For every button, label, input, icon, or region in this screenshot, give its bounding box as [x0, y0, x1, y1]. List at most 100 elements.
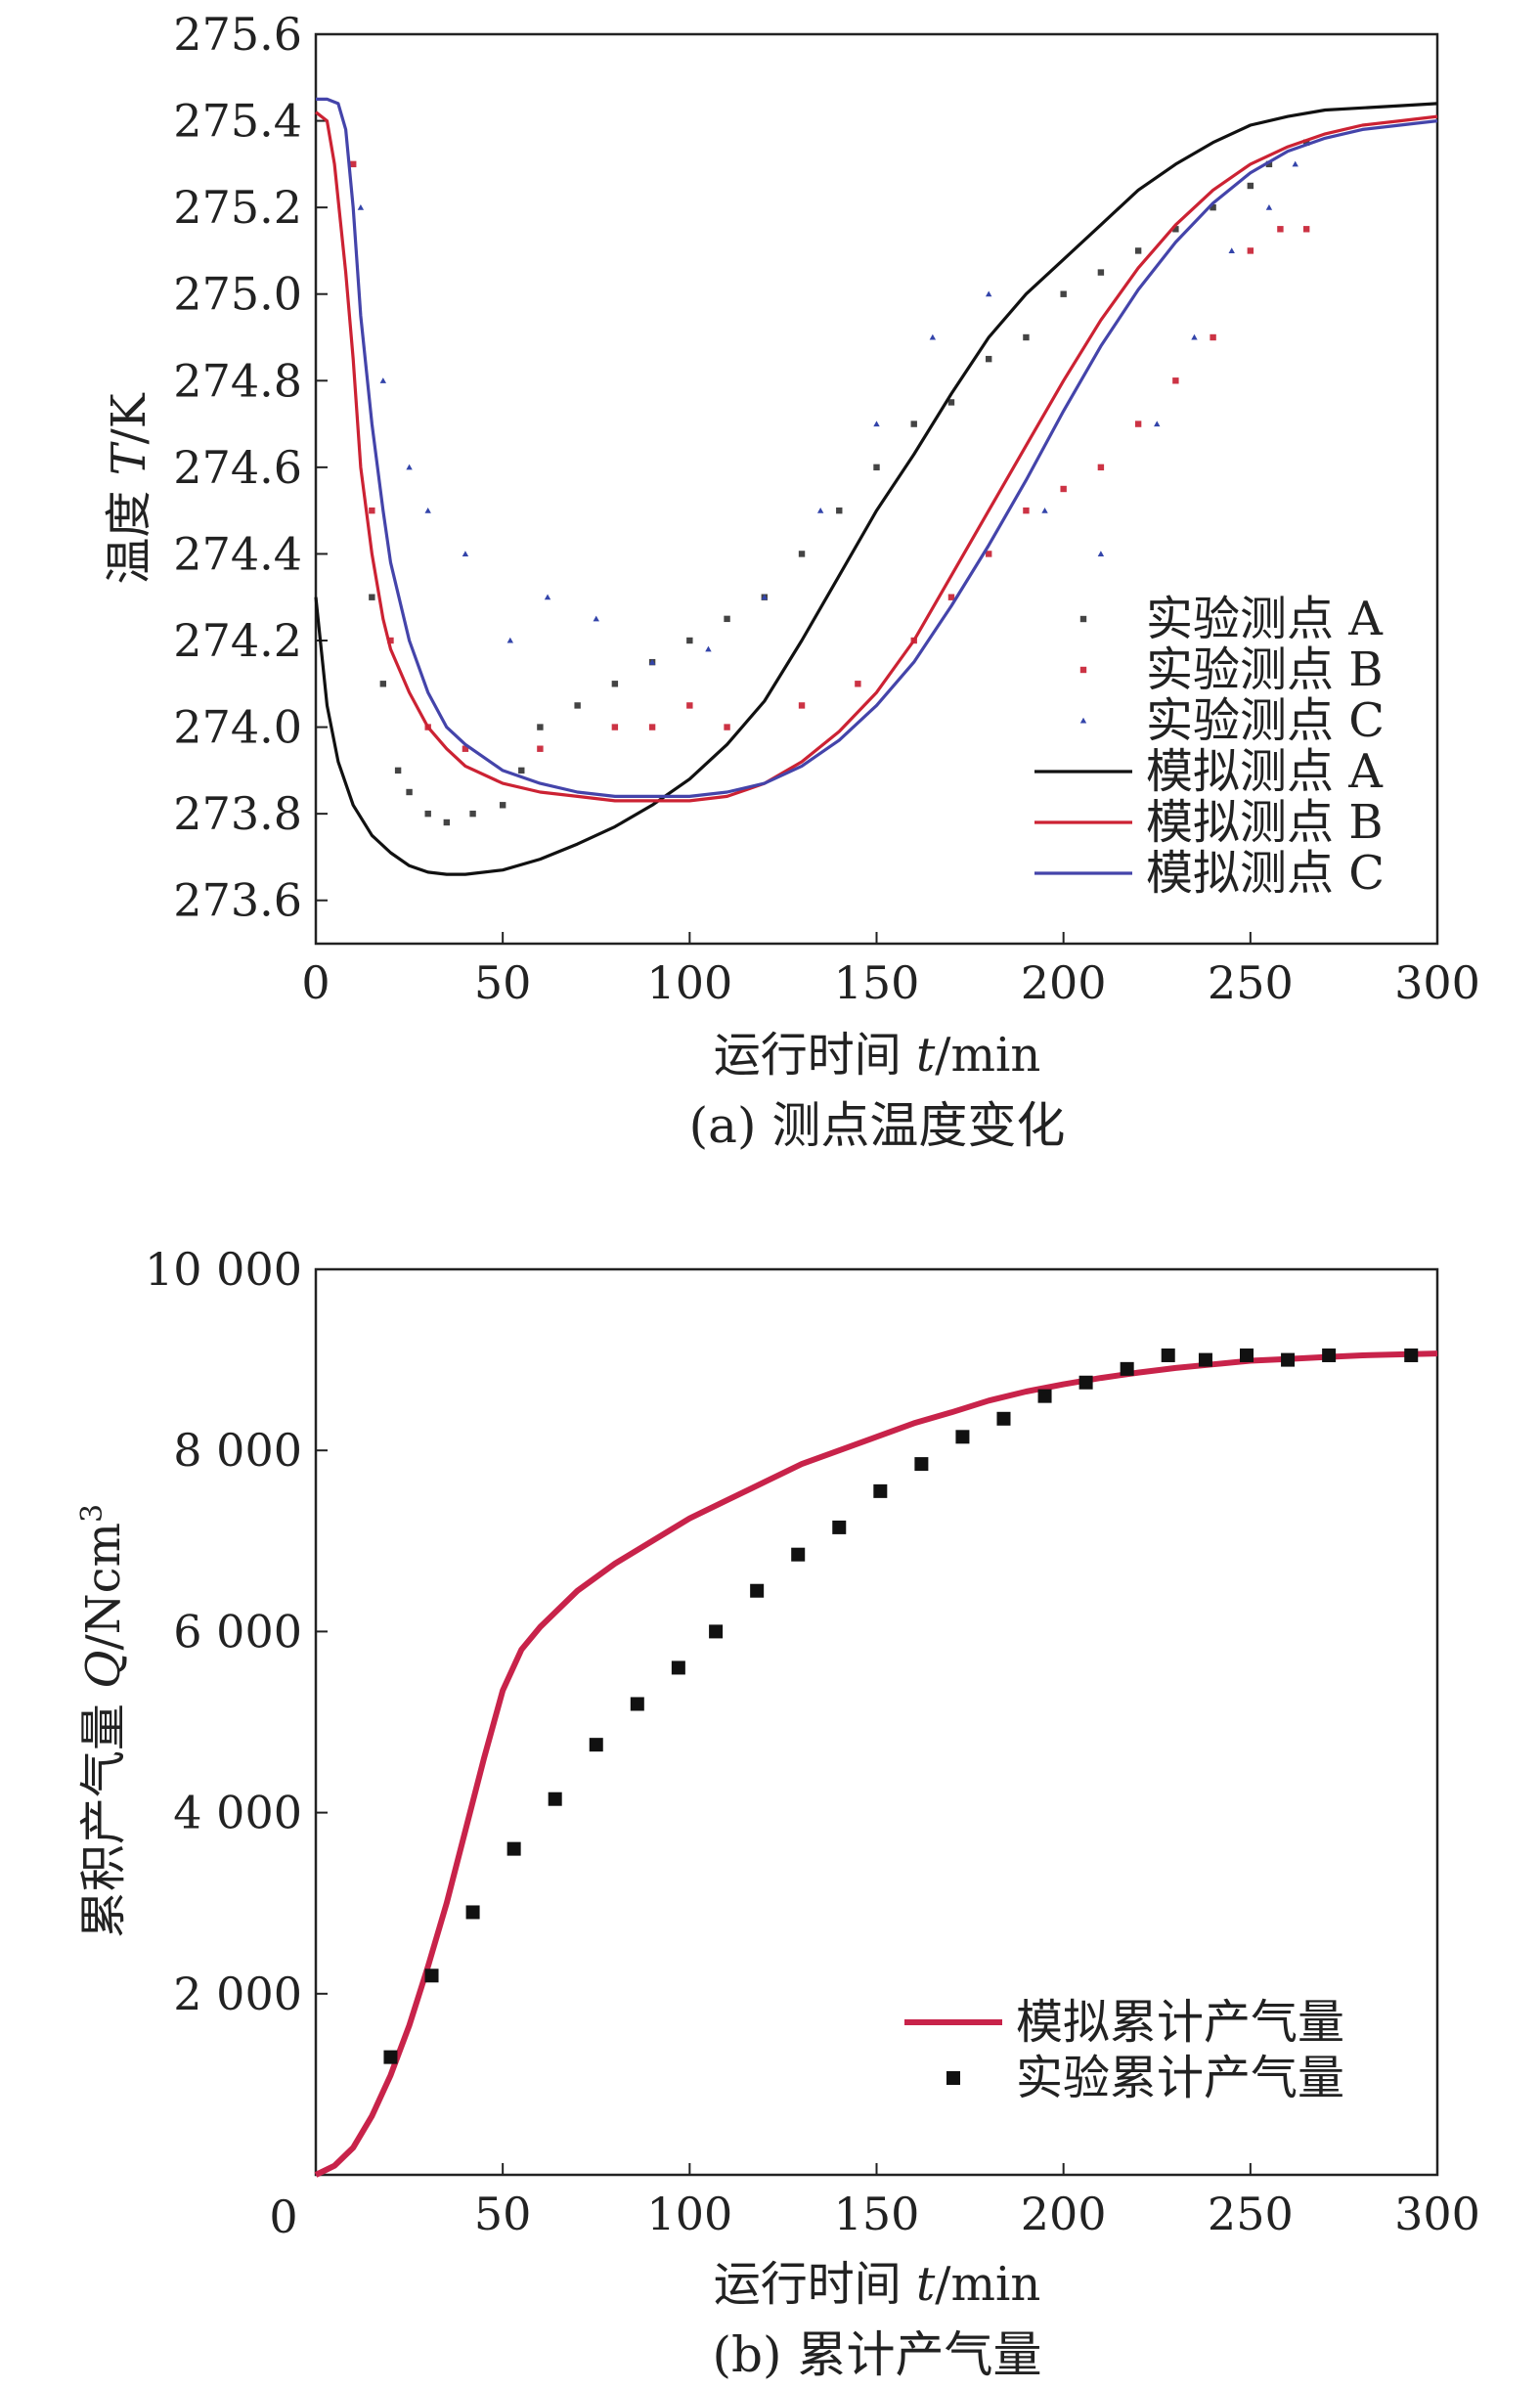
y-tick-label: 274.2 — [173, 614, 302, 667]
series-2-point — [1265, 203, 1273, 210]
series-1-point — [955, 1430, 970, 1444]
legend-marker-swatch — [1079, 666, 1087, 674]
legend-marker-swatch — [1079, 615, 1087, 623]
series-0-point — [469, 810, 476, 818]
series-2-point — [544, 594, 551, 600]
series-1-point — [1078, 1375, 1093, 1390]
x-tick-label: 100 — [646, 956, 732, 1009]
y-axis-label-b-text: 累积产气量 — [76, 1689, 131, 1938]
y-axis-label-b-sup: 3 — [75, 1504, 110, 1523]
y-tick-label: 8 000 — [173, 1424, 302, 1477]
y-axis-label-a-unit: /K — [102, 392, 156, 444]
series-0-point — [443, 818, 451, 826]
y-axis-label-b-var: Q — [76, 1651, 131, 1689]
x-tick-label: 250 — [1208, 2188, 1294, 2240]
series-1-point — [589, 1738, 603, 1752]
series-0-point — [1210, 203, 1216, 211]
series-1-point — [506, 1841, 521, 1856]
legend-marker-swatch — [946, 2071, 960, 2085]
series-2-point — [1097, 551, 1105, 556]
x-axis-label-b: 运行时间 t/min — [714, 2257, 1041, 2312]
y-tick-label: 2 000 — [173, 1968, 302, 2020]
series-0-point — [1247, 182, 1254, 190]
y-tick-label: 273.8 — [173, 787, 302, 840]
x-tick-label: 0 — [301, 956, 330, 1009]
y-tick-label: 274.8 — [173, 354, 302, 407]
series-2-point — [462, 551, 469, 556]
series-1-point — [798, 702, 806, 709]
series-0-point — [1060, 290, 1067, 297]
series-2-point — [648, 658, 656, 665]
series-1-point — [462, 745, 469, 752]
y-tick-label: 274.0 — [173, 701, 302, 754]
series-1-point — [383, 2050, 398, 2064]
legend-label: 模拟累计产气量 — [1016, 1995, 1344, 2050]
legend-label: 模拟测点 B — [1146, 795, 1384, 850]
series-3-line — [314, 102, 1438, 876]
x-tick-label: 250 — [1208, 956, 1294, 1009]
series-0-point — [1302, 139, 1310, 146]
series-1-point — [1240, 1348, 1254, 1362]
x-axis-label-a-unit: /min — [935, 1028, 1040, 1083]
series-2-point — [1191, 333, 1198, 340]
series-2-point — [379, 377, 387, 383]
y-tick-label: 275.6 — [173, 8, 302, 61]
series-1-point — [671, 1660, 685, 1675]
x-tick-label: 200 — [1021, 956, 1107, 1009]
series-1-point — [648, 724, 656, 730]
series-1-point — [855, 681, 861, 687]
series-0-point — [1265, 160, 1273, 168]
series-0-point — [379, 681, 387, 687]
series-0-point — [1023, 333, 1030, 341]
series-0-point — [798, 551, 806, 557]
series-1-point — [686, 702, 693, 709]
series-0-point — [686, 637, 693, 644]
series-2-point — [986, 290, 992, 297]
y-tick-label: 10 000 — [145, 1243, 302, 1296]
series-1-point — [1134, 420, 1142, 427]
series-1-point — [947, 594, 955, 600]
y-axis-label-a: 温度 T/K — [102, 392, 156, 584]
series-1-point — [996, 1411, 1011, 1426]
panel-b-cumulative-gas-chart: 0 2 000 4 000 6 000 8 000 10 000 50 100 150 200… — [75, 1243, 1480, 2383]
y-tick-label: 275.4 — [173, 95, 302, 148]
y-axis-ticks-b: 2 000 4 000 6 000 8 000 10 000 — [145, 1243, 328, 2020]
x-axis-ticks-b: 50 100 150 200 250 300 — [315, 2163, 1480, 2240]
series-2-point — [705, 645, 712, 652]
x-tick-label: 200 — [1021, 2188, 1107, 2240]
series-0-point — [394, 767, 402, 774]
y-tick-label: 4 000 — [173, 1787, 302, 1839]
x-axis-label-b-text: 运行时间 — [714, 2257, 916, 2312]
series-2-point — [506, 637, 514, 643]
series-1-point — [537, 745, 544, 752]
series-1-point — [1060, 485, 1067, 493]
series-0-point — [947, 399, 955, 406]
series-1-point — [1198, 1352, 1212, 1367]
y-axis-ticks-a: 273.6 273.8 274.0 274.2 274.4 274.6 274.8 275.0… — [173, 8, 328, 927]
series-1-point — [1210, 333, 1216, 341]
x-axis-label-a-var: t — [916, 1028, 936, 1083]
series-1-point — [387, 637, 394, 644]
series-0-point — [406, 788, 413, 796]
series-1-point — [1404, 1348, 1419, 1362]
x-tick-label: 50 — [474, 2188, 532, 2240]
series-0-point — [424, 810, 431, 818]
x-axis-ticks-a: 0 50 100 150 200 250 300 — [301, 932, 1480, 1009]
series-0-point — [1097, 269, 1105, 276]
x-axis-label-a-text: 运行时间 — [714, 1028, 916, 1083]
legend-label: 模拟测点 C — [1146, 846, 1385, 901]
y-tick-label: 274.6 — [173, 441, 302, 494]
series-2-point — [406, 464, 413, 470]
series-1-point — [1037, 1389, 1052, 1403]
series-1-point — [709, 1624, 724, 1639]
series-1-point — [1120, 1361, 1134, 1376]
caption-b: (b) 累计产气量 — [713, 2326, 1042, 2383]
series-1-point — [1277, 226, 1284, 233]
caption-a: (a) 测点温度变化 — [689, 1097, 1066, 1154]
series-0-point — [724, 615, 730, 623]
series-1-point — [350, 160, 357, 168]
series-5-line — [316, 97, 1438, 798]
series-0-point — [518, 767, 525, 774]
